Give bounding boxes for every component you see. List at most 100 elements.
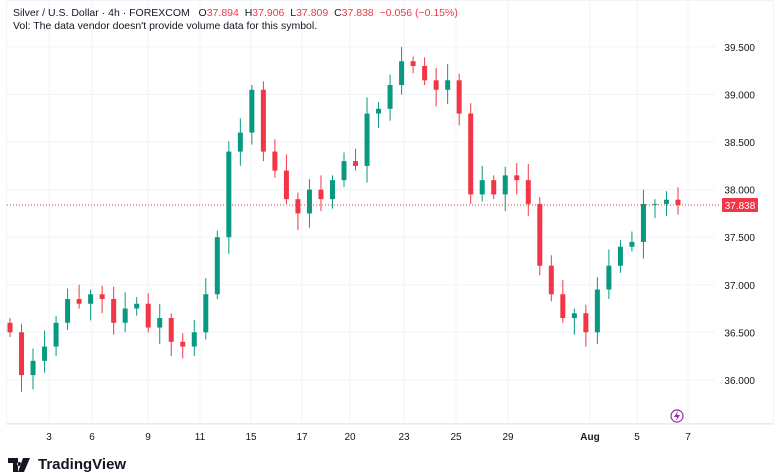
candle-body (606, 265, 612, 290)
price-tick-label: 37.000 (724, 281, 755, 292)
candle-body (376, 108, 382, 114)
time-tick-label: 3 (46, 432, 52, 443)
time-tick-label: 6 (89, 432, 95, 443)
candle-body (272, 151, 278, 171)
candle-body (157, 318, 163, 328)
time-tick-label: 7 (685, 432, 691, 443)
candle-body (76, 299, 82, 304)
time-tick-label: 15 (245, 432, 257, 443)
candle-body (629, 241, 635, 247)
candle-body (295, 199, 301, 214)
tradingview-logo[interactable]: TradingView (8, 456, 126, 473)
chart-background (0, 0, 780, 450)
candle-body (65, 299, 71, 323)
candle-body (306, 189, 312, 214)
last-price-badge (722, 198, 758, 213)
price-tick-label: 38.500 (724, 138, 755, 149)
candle-body (168, 318, 174, 342)
candle-body (7, 322, 13, 333)
candle-body (341, 161, 347, 181)
price-tick-label: 37.500 (724, 233, 755, 244)
candle-body (42, 346, 48, 361)
legend-header: Silver / U.S. Dollar · 4h · FOREXCOM O37… (13, 7, 458, 19)
time-tick-label: 17 (296, 432, 308, 443)
candle-body (571, 313, 577, 319)
candle-body (468, 113, 474, 195)
candle-body (180, 341, 186, 347)
candle-body (479, 180, 485, 195)
candle-body (214, 237, 220, 295)
logo-text: TradingView (38, 456, 127, 473)
time-tick-label: 23 (398, 432, 410, 443)
candle-body (502, 175, 508, 195)
candle-body (53, 322, 59, 347)
candle-body (226, 151, 232, 238)
candle-body (88, 294, 94, 304)
price-tick-label: 39.000 (724, 91, 755, 102)
high-value: 37.906 (252, 7, 285, 19)
candle-body (353, 161, 359, 166)
candle-body (652, 203, 658, 205)
close-label: C (334, 7, 342, 19)
candle-body (387, 85, 393, 109)
candle-body (203, 294, 209, 333)
time-tick-label: 11 (195, 432, 206, 443)
change-value: −0.056 (−0.15%) (379, 7, 458, 19)
low-value: 37.809 (296, 7, 329, 19)
candle-body (191, 332, 197, 347)
close-value: 37.838 (341, 7, 374, 19)
candle-body (99, 294, 105, 300)
candle-body (594, 289, 600, 333)
time-tick-label: 5 (634, 432, 640, 443)
candle-body (456, 80, 462, 114)
candle-body (329, 180, 335, 200)
price-tick-label: 36.500 (724, 328, 755, 339)
candle-body (237, 132, 243, 152)
candle-body (122, 308, 128, 323)
candle-body (364, 113, 370, 166)
price-chart[interactable]: 39.500 39.000 38.500 38.000 37.500 37.000 36.5… (0, 0, 780, 450)
candle-body (260, 89, 266, 152)
open-label: O (198, 7, 207, 19)
time-tick-label: 20 (344, 432, 356, 443)
candle-body (640, 203, 646, 242)
lightning-glyph-icon (674, 411, 680, 421)
candle-body (422, 66, 428, 81)
price-tick-label: 39.500 (724, 43, 755, 54)
tradingview-logo-icon (8, 457, 30, 472)
candle-body (19, 332, 25, 376)
last-price-label: 37.838 (725, 201, 756, 212)
candle-body (560, 294, 566, 319)
candle-body (283, 170, 289, 200)
open-value: 37.894 (206, 7, 239, 19)
candle-body (675, 199, 681, 206)
candle-body (617, 246, 623, 266)
candle-body (145, 303, 151, 328)
candle-body (30, 360, 36, 376)
candle-body (433, 80, 439, 90)
candle-body (399, 61, 405, 86)
candle-body (249, 89, 255, 133)
candle-body (111, 299, 117, 323)
price-tick-label: 36.000 (724, 376, 755, 387)
candle-body (514, 175, 520, 181)
candle-body (525, 180, 531, 204)
low-label: L (290, 7, 297, 19)
time-tick-label: Aug (580, 432, 599, 443)
candle-body (583, 313, 589, 333)
candle-body (318, 189, 324, 200)
high-label: H (244, 7, 253, 19)
time-tick-label: 29 (502, 432, 514, 443)
time-tick-label: 9 (145, 432, 151, 443)
candle-body (537, 203, 543, 266)
candle-body (445, 80, 451, 90)
symbol-name: Silver / U.S. Dollar · 4h · FOREXCOM (13, 7, 190, 19)
candle-body (134, 303, 140, 309)
candle-body (548, 265, 554, 295)
candle-body (491, 180, 497, 195)
price-tick-label: 38.000 (724, 186, 755, 197)
candle-body (410, 61, 416, 67)
time-tick-label: 25 (450, 432, 462, 443)
candle-body (663, 199, 669, 204)
volume-note: Vol: The data vendor doesn't provide vol… (13, 20, 318, 32)
